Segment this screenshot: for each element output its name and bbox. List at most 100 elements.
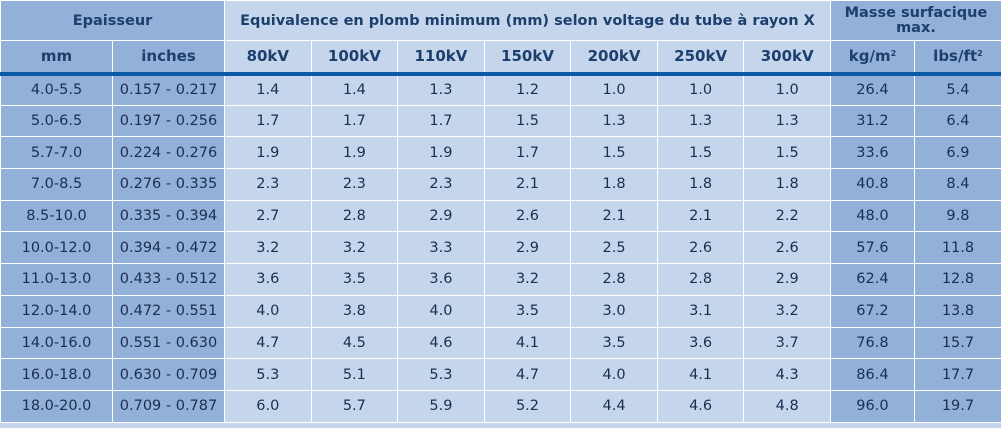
lead-equivalence-110kv-cell: 5.3: [397, 358, 485, 391]
kg-unit: kg/m: [848, 47, 891, 66]
lead-equivalence-150kv-cell: 2.6: [483, 199, 572, 233]
lead-equivalence-80kv-cell: 3.2: [224, 231, 312, 265]
thickness-inches-cell: 0.157 - 0.217: [111, 73, 226, 106]
lead-equivalence-200kv-cell: 1.0: [570, 73, 658, 106]
lead-equivalence-300kv-cell: 1.0: [743, 73, 831, 106]
table-row: 14.0-16.0 0.551 - 0.630 4.7 4.5 4.6 4.1 3.5 3.6…: [0, 326, 1001, 360]
thickness-mm-cell: 11.0-13.0: [0, 263, 113, 296]
lead-equivalence-250kv-cell: 3.6: [656, 326, 745, 360]
kv-80-header: 80kV: [224, 40, 312, 76]
kv-150-header: 150kV: [483, 40, 572, 76]
lead-equivalence-80kv-cell: 4.0: [224, 294, 312, 328]
table-body: 4.0-5.5 0.157 - 0.217 1.4 1.4 1.3 1.2 1.0 1.0 1.…: [0, 73, 1001, 423]
lead-equivalence-300kv-cell: 4.8: [743, 389, 831, 423]
lead-equivalence-300kv-cell: 2.9: [743, 263, 831, 296]
lead-equivalence-200kv-cell: 1.8: [570, 168, 658, 201]
lead-equivalence-150kv-cell: 5.2: [483, 389, 572, 423]
thickness-mm-cell: 7.0-8.5: [0, 168, 113, 201]
lead-equivalence-100kv-cell: 3.8: [310, 294, 399, 328]
lead-equivalence-200kv-cell: 1.5: [570, 136, 658, 170]
mass-lbs-ft2-cell: 6.4: [913, 104, 1001, 138]
lead-equivalence-300kv-cell: 1.8: [743, 168, 831, 201]
table-row: 7.0-8.5 0.276 - 0.335 2.3 2.3 2.3 2.1 1.8 1.8 1.…: [0, 168, 1001, 201]
kv-250-header: 250kV: [656, 40, 745, 76]
lead-equivalence-150kv-cell: 1.7: [483, 136, 572, 170]
lead-equivalence-100kv-cell: 1.7: [310, 104, 399, 138]
mass-kg-m2-cell: 48.0: [829, 199, 915, 233]
mass-kg-m2-cell: 67.2: [829, 294, 915, 328]
lead-equivalence-200kv-cell: 3.5: [570, 326, 658, 360]
lead-equivalence-110kv-cell: 5.9: [397, 389, 485, 423]
lead-equivalence-100kv-cell: 4.5: [310, 326, 399, 360]
lead-equivalence-100kv-cell: 2.3: [310, 168, 399, 201]
lead-equivalence-110kv-cell: 3.3: [397, 231, 485, 265]
mass-kg-m2-cell: 26.4: [829, 73, 915, 106]
thickness-mm-cell: 18.0-20.0: [0, 389, 113, 423]
lead-equivalence-250kv-cell: 2.8: [656, 263, 745, 296]
lead-equivalence-110kv-cell: 4.0: [397, 294, 485, 328]
lead-equivalence-300kv-cell: 1.3: [743, 104, 831, 138]
lead-equivalence-150kv-cell: 3.5: [483, 294, 572, 328]
lead-equivalence-300kv-cell: 2.6: [743, 231, 831, 265]
kv-110-header: 110kV: [397, 40, 485, 76]
thickness-inches-cell: 0.276 - 0.335: [111, 168, 226, 201]
lead-equivalence-250kv-cell: 1.5: [656, 136, 745, 170]
kv-300-header: 300kV: [743, 40, 831, 76]
lead-equivalence-200kv-cell: 4.4: [570, 389, 658, 423]
lead-equivalence-150kv-cell: 4.1: [483, 326, 572, 360]
mass-lbs-ft2-cell: 8.4: [913, 168, 1001, 201]
thickness-mm-cell: 5.0-6.5: [0, 104, 113, 138]
mass-kg-m2-cell: 86.4: [829, 358, 915, 391]
lead-equivalence-250kv-cell: 1.8: [656, 168, 745, 201]
lead-equivalence-110kv-cell: 4.6: [397, 326, 485, 360]
kv-100-header: 100kV: [310, 40, 399, 76]
lead-equivalence-250kv-cell: 1.0: [656, 73, 745, 106]
mass-lbs-ft2-cell: 17.7: [913, 358, 1001, 391]
lead-equivalence-150kv-cell: 2.9: [483, 231, 572, 265]
table-row: 8.5-10.0 0.335 - 0.394 2.7 2.8 2.9 2.6 2.1 2.1 2…: [0, 199, 1001, 233]
table-row: 16.0-18.0 0.630 - 0.709 5.3 5.1 5.3 4.7 4.0 4.1…: [0, 358, 1001, 391]
kg-m2-header: kg/m2: [829, 40, 915, 76]
thickness-mm-cell: 14.0-16.0: [0, 326, 113, 360]
lead-equivalence-250kv-cell: 2.6: [656, 231, 745, 265]
lead-equivalence-80kv-cell: 1.9: [224, 136, 312, 170]
thickness-mm-cell: 16.0-18.0: [0, 358, 113, 391]
lead-equivalence-110kv-cell: 3.6: [397, 263, 485, 296]
lead-equivalence-100kv-cell: 5.1: [310, 358, 399, 391]
lead-equivalence-200kv-cell: 2.8: [570, 263, 658, 296]
lead-equivalence-100kv-cell: 3.2: [310, 231, 399, 265]
table-row: 5.7-7.0 0.224 - 0.276 1.9 1.9 1.9 1.7 1.5 1.5 1.…: [0, 136, 1001, 170]
lead-equivalence-250kv-cell: 4.1: [656, 358, 745, 391]
lead-equivalence-100kv-cell: 1.4: [310, 73, 399, 106]
mass-lbs-ft2-cell: 12.8: [913, 263, 1001, 296]
lead-equivalence-110kv-cell: 1.3: [397, 73, 485, 106]
lbs-unit: lbs/ft: [933, 47, 978, 66]
table-row: 12.0-14.0 0.472 - 0.551 4.0 3.8 4.0 3.5 3.0 3.1…: [0, 294, 1001, 328]
lead-equivalence-80kv-cell: 2.7: [224, 199, 312, 233]
lead-equivalence-200kv-cell: 2.1: [570, 199, 658, 233]
lead-equivalence-110kv-cell: 1.9: [397, 136, 485, 170]
lead-equivalence-150kv-cell: 1.2: [483, 73, 572, 106]
lead-equivalence-110kv-cell: 2.9: [397, 199, 485, 233]
mass-kg-m2-cell: 31.2: [829, 104, 915, 138]
lead-equivalence-80kv-cell: 3.6: [224, 263, 312, 296]
lead-equivalence-250kv-cell: 2.1: [656, 199, 745, 233]
lead-equivalence-200kv-cell: 3.0: [570, 294, 658, 328]
lead-equivalence-80kv-cell: 2.3: [224, 168, 312, 201]
thickness-mm-cell: 10.0-12.0: [0, 231, 113, 265]
lead-equivalence-80kv-cell: 5.3: [224, 358, 312, 391]
mass-kg-m2-cell: 57.6: [829, 231, 915, 265]
lead-equivalence-150kv-cell: 4.7: [483, 358, 572, 391]
mass-lbs-ft2-cell: 13.8: [913, 294, 1001, 328]
thickness-inches-cell: 0.394 - 0.472: [111, 231, 226, 265]
thickness-mm-cell: 8.5-10.0: [0, 199, 113, 233]
mass-lbs-ft2-cell: 6.9: [913, 136, 1001, 170]
inches-column-header: inches: [111, 40, 226, 76]
masse-header: Masse surfacique max.: [829, 0, 1001, 41]
lead-equivalence-300kv-cell: 2.2: [743, 199, 831, 233]
lead-equivalence-100kv-cell: 3.5: [310, 263, 399, 296]
thickness-inches-cell: 0.630 - 0.709: [111, 358, 226, 391]
lead-equivalence-80kv-cell: 6.0: [224, 389, 312, 423]
mass-lbs-ft2-cell: 19.7: [913, 389, 1001, 423]
